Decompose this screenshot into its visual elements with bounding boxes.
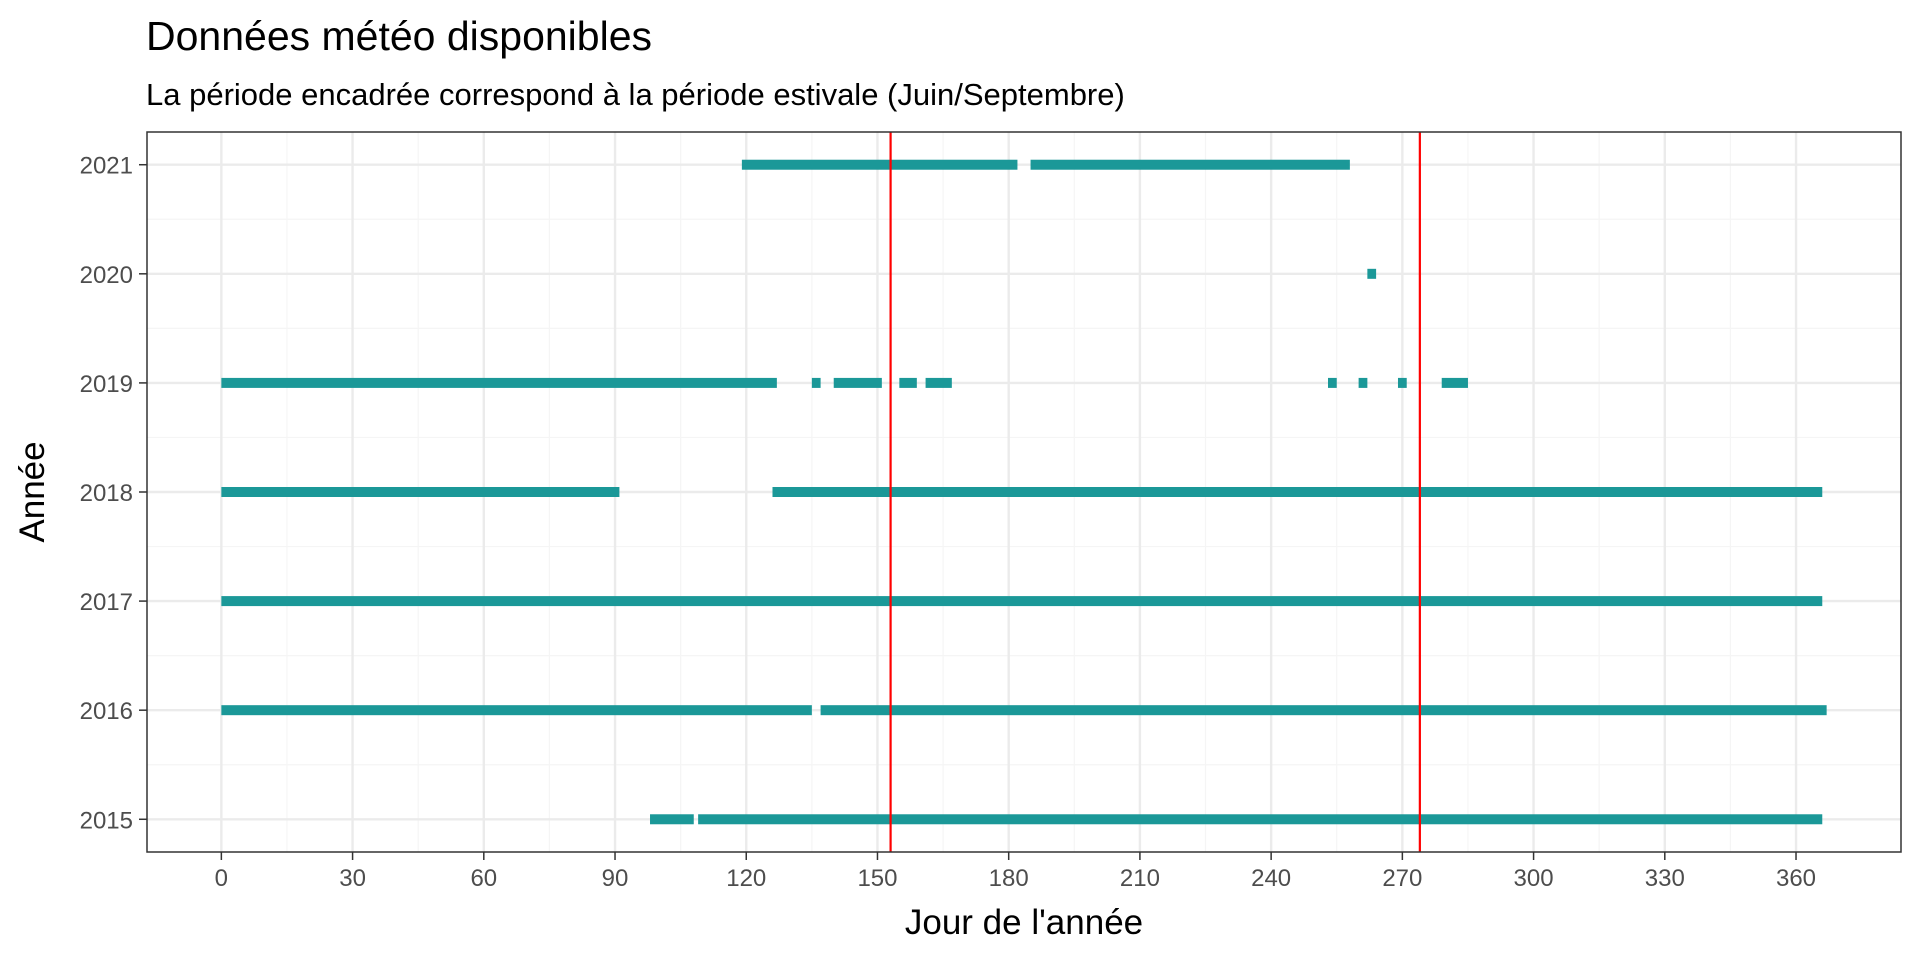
x-tick-label: 330 [1645, 865, 1685, 892]
y-tick-label: 2020 [80, 262, 133, 289]
data-segment-2018 [221, 487, 620, 497]
x-tick-label: 300 [1514, 865, 1554, 892]
data-segment-2021 [741, 159, 1018, 170]
x-tick-label: 90 [602, 865, 629, 892]
data-segment-2021 [1030, 159, 1350, 170]
x-axis-title: Jour de l'année [905, 903, 1143, 942]
data-segment-2019 [925, 377, 952, 388]
x-tick-label: 30 [339, 865, 366, 892]
data-segment-2016 [820, 705, 1827, 716]
data-segment-2019 [1397, 377, 1407, 388]
y-tick-label: 2017 [80, 589, 133, 616]
y-tick-label: 2019 [80, 371, 133, 398]
chart-subtitle: La période encadrée correspond à la péri… [146, 77, 1125, 112]
data-segments [221, 159, 1827, 825]
x-tick-label: 150 [857, 865, 897, 892]
x-axis: 0 30 60 90 120 150 180 210 240 270 300 330 360 [215, 852, 1816, 892]
x-tick-label: 210 [1120, 865, 1160, 892]
y-tick-label: 2018 [80, 480, 133, 507]
x-tick-label: 0 [215, 865, 228, 892]
y-tick-label: 2016 [80, 698, 133, 725]
x-tick-label: 360 [1776, 865, 1816, 892]
data-segment-2015 [698, 814, 1823, 825]
data-segment-2016 [221, 705, 812, 716]
data-segment-2019 [1327, 377, 1337, 388]
data-segment-2019 [1441, 377, 1468, 388]
data-segment-2018 [772, 487, 1823, 497]
reference-lines [889, 132, 1421, 852]
x-tick-label: 240 [1251, 865, 1291, 892]
chart-title: Données météo disponibles [146, 13, 652, 59]
x-tick-label: 180 [989, 865, 1029, 892]
plot-panel [146, 131, 1902, 853]
y-tick-label: 2021 [80, 153, 133, 180]
data-segment-2019 [833, 377, 882, 388]
data-segment-2017 [221, 596, 1823, 607]
y-tick-label: 2015 [80, 807, 133, 834]
data-segment-2019 [899, 377, 917, 388]
data-segment-2019 [1358, 377, 1368, 388]
data-segment-2015 [650, 814, 694, 825]
y-axis: 2015 2016 2017 2018 2019 2020 2021 [80, 153, 147, 834]
y-axis-title: Année [13, 441, 52, 542]
x-tick-label: 120 [726, 865, 766, 892]
data-segment-2020 [1367, 268, 1377, 279]
data-segment-2019 [811, 377, 821, 388]
x-tick-label: 60 [470, 865, 497, 892]
x-tick-label: 270 [1382, 865, 1422, 892]
data-segment-2019 [221, 377, 777, 388]
